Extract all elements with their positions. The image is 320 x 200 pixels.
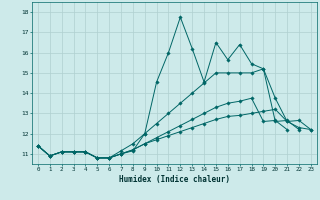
- X-axis label: Humidex (Indice chaleur): Humidex (Indice chaleur): [119, 175, 230, 184]
